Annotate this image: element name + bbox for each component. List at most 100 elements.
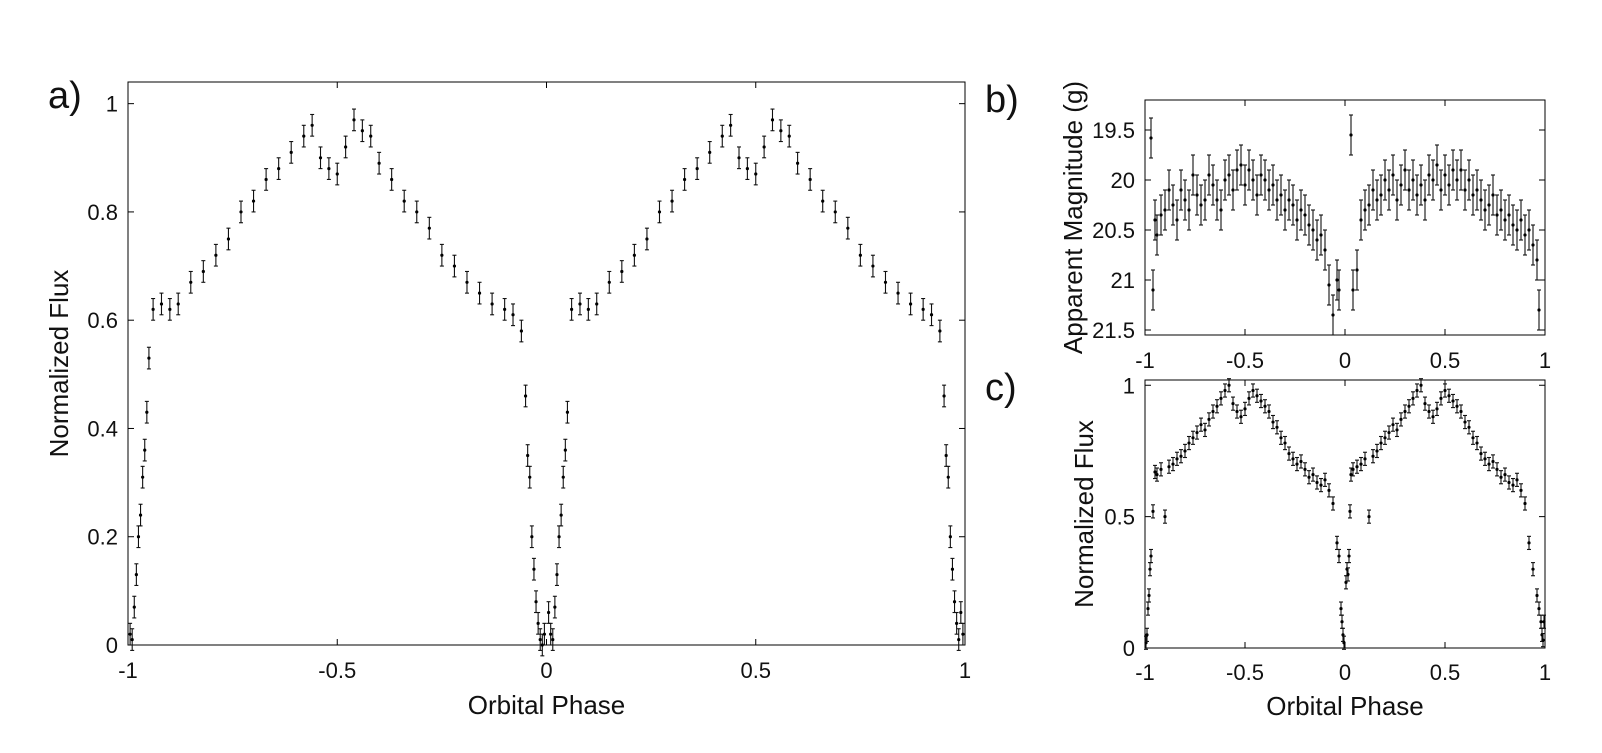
data-point [1471,174,1475,216]
data-point [657,200,662,224]
data-point [502,297,507,321]
data-point [921,297,926,321]
data-marker [871,264,875,268]
data-point [1435,144,1439,186]
data-marker [1491,459,1495,464]
data-point [1159,462,1163,477]
data-marker [1239,163,1243,167]
data-point [954,611,959,635]
data-marker [318,156,323,160]
data-point [351,108,356,132]
data-point [1231,169,1235,211]
data-point [552,595,557,619]
data-point [1503,199,1507,241]
data-marker [570,307,574,311]
data-point [1243,401,1247,417]
data-marker [1219,208,1223,212]
data-marker [1299,208,1303,212]
data-point [144,400,149,424]
data-point [536,611,541,635]
data-marker [1403,168,1407,172]
data-point [1295,199,1299,241]
data-marker [1375,449,1379,453]
data-point [226,227,231,251]
data-marker [1239,415,1243,419]
data-point [1315,475,1319,490]
data-marker [1187,208,1191,212]
data-point [1383,159,1387,201]
data-point [569,297,574,321]
y-tick-label: 0 [1123,636,1135,661]
x-tick-label: -1 [1135,660,1155,685]
data-marker [1271,420,1275,424]
data-point [1299,189,1303,231]
data-point [594,292,599,316]
data-point [1339,601,1343,616]
data-marker [559,513,563,517]
data-point [1467,159,1471,201]
data-point [1299,454,1303,469]
data-point [1391,417,1395,432]
data-point [1227,378,1231,393]
data-marker [1415,388,1419,393]
data-point [908,292,913,316]
data-marker [1419,183,1423,187]
data-marker [302,134,306,138]
data-marker [1483,208,1487,212]
data-point [1371,449,1375,464]
data-marker [1151,509,1155,513]
data-marker [147,356,151,360]
data-marker [1507,213,1511,217]
data-marker [465,280,469,284]
data-marker [214,253,218,257]
data-marker [929,313,934,317]
data-marker [1319,483,1323,487]
data-point [1307,204,1311,246]
data-marker [1227,383,1231,387]
data-marker [1342,641,1346,645]
data-point [1451,393,1455,409]
x-tick-label: -1 [1135,348,1155,373]
data-marker [1191,436,1195,440]
data-marker [896,291,900,295]
data-point [1367,184,1371,226]
data-point [546,601,551,624]
data-point [140,465,145,489]
data-marker [1483,457,1487,461]
data-point [1151,504,1155,519]
data-marker [551,637,555,642]
data-marker [1171,462,1175,466]
data-point [787,124,792,148]
data-marker [729,123,733,127]
data-marker [1231,188,1235,192]
data-point [1307,470,1311,485]
data-marker [145,410,149,414]
data-point [1148,562,1152,577]
data-marker [745,167,749,171]
data-point [1471,430,1475,445]
data-marker [1191,173,1195,177]
data-point [1155,214,1159,256]
data-point [1337,548,1341,564]
data-marker [1527,541,1531,545]
data-point [1323,472,1327,487]
data-point [1479,446,1483,461]
data-marker [1443,388,1447,393]
data-marker [883,280,888,284]
data-point [1427,404,1431,419]
data-point [1259,393,1263,409]
data-marker [1251,388,1255,393]
data-marker [344,145,348,149]
data-point [1203,179,1207,221]
data-point [929,303,934,327]
data-marker [946,475,950,479]
data-point [1427,154,1431,196]
data-marker [1367,203,1371,207]
data-point [1531,224,1535,266]
data-point [632,243,637,267]
data-point [1423,396,1427,411]
data-marker [1199,423,1203,427]
data-marker [549,632,553,636]
data-marker [921,307,925,311]
